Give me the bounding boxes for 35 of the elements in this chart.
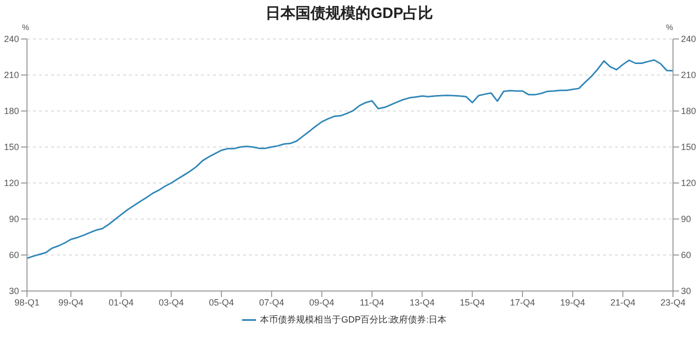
x-tick-label: 17-Q4: [510, 297, 535, 308]
x-tick-label: 13-Q4: [410, 297, 435, 308]
y2-tick-label: 180: [681, 106, 696, 116]
y-tick-label: 150: [4, 142, 19, 152]
legend-label: 本币债券规模相当于GDP百分比:政府债券:日本: [260, 314, 447, 324]
x-tick-label: 98-Q1: [14, 297, 40, 308]
y-tick-label: 240: [4, 34, 19, 44]
y2-axis-title: %: [666, 23, 674, 32]
x-tick-label: 07-Q4: [259, 297, 284, 308]
x-tick-label: 19-Q4: [560, 297, 586, 308]
x-tick-label: 21-Q4: [610, 297, 636, 308]
y2-tick-label: 150: [681, 142, 696, 152]
x-tick-label: 15-Q4: [460, 297, 485, 308]
y-tick-label: 90: [8, 214, 19, 224]
y2-tick-label: 210: [681, 70, 696, 80]
x-tick-label: 05-Q4: [208, 297, 234, 308]
y-tick-label: 120: [4, 178, 19, 188]
chart-title: 日本国债规模的GDP占比: [264, 4, 434, 23]
y2-tick-label: 240: [681, 34, 696, 44]
y-axis-title: %: [22, 23, 30, 32]
line-series: [27, 59, 673, 259]
y-tick-label: 60: [8, 250, 19, 260]
x-tick-label: 99-Q4: [58, 297, 84, 308]
y2-tick-label: 120: [681, 178, 696, 188]
x-tick-label: 09-Q4: [309, 297, 334, 308]
x-tick-label: 01-Q4: [108, 297, 134, 308]
y-tick-label: 180: [4, 106, 19, 116]
y-tick-label: 30: [8, 286, 19, 296]
x-tick-label: 03-Q4: [158, 297, 184, 308]
y-tick-label: 210: [4, 70, 19, 80]
y2-tick-label: 60: [681, 250, 692, 260]
x-tick-label: 23-Q4: [660, 297, 686, 308]
y2-tick-label: 90: [681, 214, 692, 224]
y2-tick-label: 30: [681, 286, 692, 296]
x-tick-label: 11-Q4: [360, 297, 384, 308]
